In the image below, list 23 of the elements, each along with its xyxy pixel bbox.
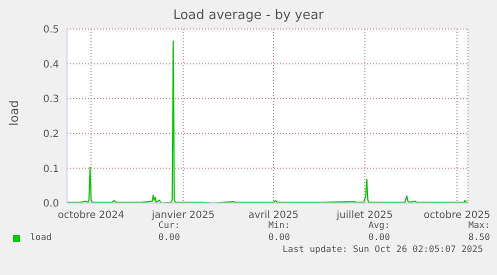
text: Last update: Sun Oct 26 02:05:07 2025	[282, 245, 483, 255]
y-tick-label: 0.2	[43, 128, 59, 140]
x-tick-label: octobre 2024	[58, 210, 124, 222]
x-tick-label: avril 2025	[248, 210, 299, 222]
y-tick-label: 0.3	[43, 94, 59, 106]
text: 0.00	[157, 233, 180, 243]
text: Cur:	[157, 221, 180, 231]
chart-title: Load average - by year	[172, 8, 325, 23]
x-tick-label: octobre 2025	[424, 210, 490, 222]
x-tick-label: juillet 2025	[336, 210, 393, 222]
text: 8.50	[467, 233, 490, 243]
y-tick-label: 0.1	[43, 164, 59, 175]
text: 0.00	[267, 233, 290, 243]
text: 0.00	[367, 233, 390, 243]
legend-label: load	[29, 233, 52, 243]
y-tick-label: 0.5	[43, 24, 59, 36]
text: Min:	[267, 221, 290, 231]
y-axis-title: load	[7, 99, 21, 128]
text: Max:	[467, 221, 490, 231]
y-tick-label: 0.0	[43, 198, 59, 210]
text: Avg:	[367, 221, 390, 231]
x-tick-label: janvier 2025	[150, 210, 215, 222]
y-tick-label: 0.4	[43, 59, 59, 70]
